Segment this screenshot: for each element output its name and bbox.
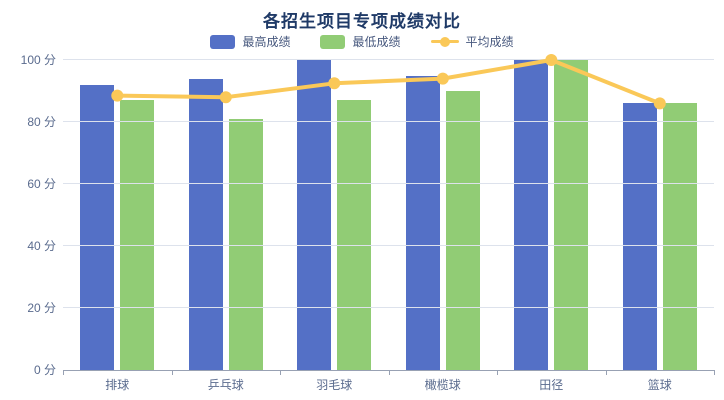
bar-group [606, 60, 715, 370]
avg-point [328, 77, 341, 90]
legend-label-min-score: 最低成绩 [352, 35, 401, 49]
gridline [63, 245, 714, 246]
gridline [63, 59, 714, 60]
x-axis-tick [497, 370, 498, 375]
legend-item-min-score[interactable]: 最低成绩 [320, 33, 401, 50]
gridline [63, 183, 714, 184]
legend-swatch-min-score-icon [320, 34, 346, 49]
x-axis-tick [171, 370, 173, 375]
legend-label-max-score: 最高成绩 [242, 35, 291, 49]
legend-item-max-score[interactable]: 最高成绩 [210, 33, 290, 50]
x-axis-tick [388, 370, 390, 375]
bar-group [172, 60, 281, 370]
x-axis-tick [280, 370, 281, 375]
avg-line [115, 58, 662, 106]
x-axis-tick [714, 370, 715, 375]
y-axis-label: 40 分 [27, 239, 56, 253]
legend-item-avg-score[interactable]: 平均成绩 [430, 33, 514, 50]
plot-area [63, 54, 714, 370]
y-axis-label: 100 分 [20, 53, 56, 67]
legend: 最高成绩 最低成绩 平均成绩 [0, 33, 724, 50]
avg-point [653, 97, 666, 110]
avg-point [436, 72, 449, 85]
bar-max-score [405, 75, 440, 370]
bar-max-score [297, 60, 332, 370]
x-axis: 排球 乒乓球 羽毛球 橄榄球 田径 篮球 [63, 376, 714, 393]
avg-point [219, 91, 232, 104]
bar-min-score [554, 60, 589, 370]
bar-groups [63, 60, 714, 370]
x-axis-label: 羽毛球 [316, 378, 353, 392]
bar-min-score [120, 100, 155, 370]
x-axis-label: 乒乓球 [207, 378, 244, 392]
avg-point [111, 89, 124, 102]
bar-group [497, 60, 606, 370]
x-axis-tick [605, 370, 607, 375]
x-axis-label: 排球 [105, 378, 130, 392]
gridline [63, 121, 714, 122]
y-axis: 0 分 20 分 40 分 60 分 80 分 100 分 [0, 53, 56, 377]
bar-min-score [337, 100, 372, 370]
bar-max-score [514, 60, 549, 370]
x-axis-label: 田径 [539, 378, 564, 392]
avg-point [545, 54, 558, 66]
legend-label-avg-score: 平均成绩 [465, 35, 514, 49]
bar-min-score [662, 103, 697, 370]
bar-group [280, 60, 389, 370]
x-axis-label: 篮球 [647, 378, 672, 392]
y-axis-label: 80 分 [27, 115, 56, 129]
bar-max-score [188, 78, 223, 370]
chart-title: 各招生项目专项成绩对比 [263, 12, 461, 31]
x-axis-label: 橄榄球 [424, 378, 461, 392]
bar-max-score [80, 84, 115, 370]
x-axis-tick [63, 370, 64, 375]
avg-line-layer [111, 54, 666, 110]
bar-min-score [228, 118, 263, 370]
bar-group [63, 60, 172, 370]
y-axis-label: 60 分 [27, 177, 56, 191]
legend-line-marker-icon [430, 35, 459, 49]
y-axis-label: 20 分 [27, 301, 56, 315]
x-axis-line [63, 370, 715, 375]
y-axis-label: 0 分 [33, 363, 56, 377]
legend-swatch-max-score-icon [210, 34, 236, 49]
bar-max-score [622, 103, 657, 370]
gridline [63, 307, 714, 308]
bar-group [389, 60, 498, 370]
bar-min-score [445, 91, 480, 370]
